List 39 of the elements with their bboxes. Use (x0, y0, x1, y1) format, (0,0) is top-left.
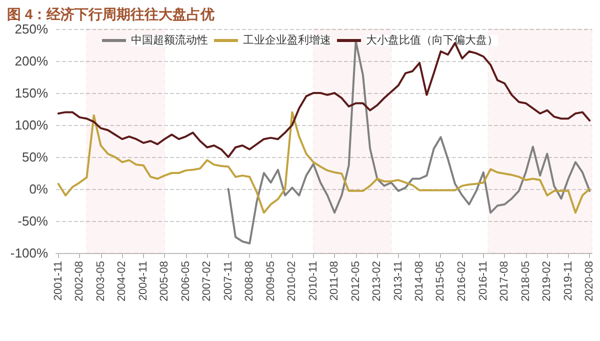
x-tick-label: 2004-02 (116, 261, 128, 302)
x-tick-label: 2010-02 (286, 261, 298, 302)
x-tick-label: 2002-08 (74, 261, 86, 302)
x-tick-label: 2006-05 (180, 261, 192, 302)
x-tick-label: 2012-05 (350, 261, 362, 302)
y-tick-label: -100% (10, 246, 48, 260)
x-tick-label: 2013-02 (371, 261, 384, 302)
chart-title: 图 4：经济下行周期往往大盘占优 (7, 6, 215, 22)
x-tick-label: 2008-08 (244, 261, 256, 302)
x-tick-label: 2016-11 (477, 261, 490, 301)
x-tick-label: 2019-02 (541, 261, 554, 302)
x-tick-label: 2001-11 (52, 261, 64, 301)
legend-label: 大小盘比值（向下偏大盘） (366, 34, 498, 46)
x-tick-label: 2020-08 (584, 261, 596, 302)
x-tick-label: 2009-05 (264, 261, 277, 302)
x-tick-label: 2005-08 (158, 261, 171, 302)
legend-label: 工业企业盈利增速 (243, 34, 331, 46)
x-tick-label: 2007-02 (201, 261, 214, 302)
x-tick-label: 2019-11 (562, 261, 574, 301)
y-tick-label: -50% (18, 214, 48, 228)
x-tick-label: 2016-02 (456, 261, 468, 302)
y-tick-label: 150% (14, 86, 48, 100)
x-tick-label: 2014-08 (414, 261, 426, 302)
y-tick-label: 50% (22, 150, 48, 164)
x-tick-label: 2018-05 (520, 261, 532, 302)
y-tick-label: 250% (14, 22, 48, 36)
x-tick-label: 2010-11 (307, 261, 320, 301)
line-series (57, 111, 591, 214)
x-tick-label: 2017-08 (498, 261, 511, 302)
x-tick-label: 2011-08 (328, 261, 341, 301)
y-tick-label: 200% (14, 54, 48, 68)
x-tick-label: 2013-11 (392, 261, 404, 301)
x-tick-label: 2003-05 (94, 261, 107, 302)
x-tick-label: 2015-05 (434, 261, 447, 302)
legend-label: 中国超额流动性 (131, 34, 208, 46)
x-tick-label: 2004-11 (137, 261, 150, 301)
y-tick-label: 0% (29, 182, 48, 196)
y-tick-label: 100% (14, 118, 48, 132)
x-tick-label: 2007-11 (222, 261, 234, 301)
